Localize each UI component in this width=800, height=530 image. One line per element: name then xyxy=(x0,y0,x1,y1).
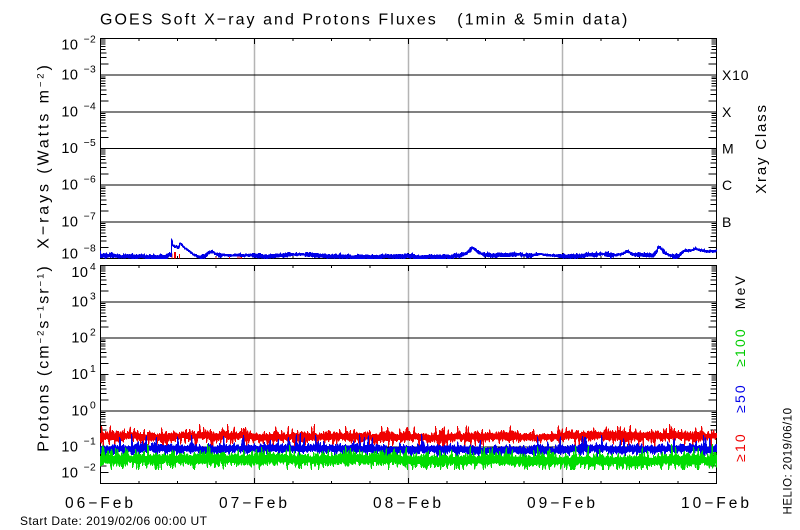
svg-text:10: 10 xyxy=(71,331,88,347)
svg-text:0: 0 xyxy=(90,400,96,411)
svg-text:X−rays (Watts m−2): X−rays (Watts m−2) xyxy=(36,62,53,248)
svg-text:10: 10 xyxy=(61,214,78,230)
svg-text:10: 10 xyxy=(61,440,78,456)
svg-text:Start Date: 2019/02/06 00:00 U: Start Date: 2019/02/06 00:00 UT xyxy=(20,514,208,528)
svg-text:−4: −4 xyxy=(84,101,96,112)
svg-text:10: 10 xyxy=(61,38,78,54)
svg-text:X10: X10 xyxy=(722,67,749,83)
svg-text:10: 10 xyxy=(61,247,78,263)
svg-text:10: 10 xyxy=(71,294,88,310)
svg-text:≥10: ≥10 xyxy=(732,432,748,462)
svg-text:10: 10 xyxy=(71,367,88,383)
svg-text:1: 1 xyxy=(90,364,96,375)
svg-text:≥100: ≥100 xyxy=(732,327,748,367)
svg-text:10: 10 xyxy=(61,68,78,84)
svg-text:07−Feb: 07−Feb xyxy=(219,495,290,512)
svg-text:−3: −3 xyxy=(84,65,96,76)
svg-text:4: 4 xyxy=(90,262,96,273)
svg-text:10: 10 xyxy=(61,141,78,157)
svg-text:HELIO: 2019/06/10: HELIO: 2019/06/10 xyxy=(783,408,795,515)
svg-text:10: 10 xyxy=(61,466,78,482)
svg-text:3: 3 xyxy=(90,291,96,302)
svg-text:−5: −5 xyxy=(84,138,96,149)
svg-text:10: 10 xyxy=(71,265,88,281)
svg-text:10: 10 xyxy=(61,178,78,194)
svg-text:−1: −1 xyxy=(84,437,96,448)
svg-text:2: 2 xyxy=(90,328,96,339)
svg-text:10: 10 xyxy=(61,104,78,120)
svg-text:−7: −7 xyxy=(84,211,96,222)
svg-text:Protons (cm−2s−1sr−1): Protons (cm−2s−1sr−1) xyxy=(36,264,53,451)
svg-text:≥50: ≥50 xyxy=(732,383,748,413)
svg-text:09−Feb: 09−Feb xyxy=(527,495,598,512)
svg-text:06−Feb: 06−Feb xyxy=(65,495,136,512)
svg-text:−2: −2 xyxy=(84,463,96,474)
svg-text:GOES Soft X−ray and Protons Fl: GOES Soft X−ray and Protons Fluxes (1min… xyxy=(100,12,629,29)
svg-text:MeV: MeV xyxy=(732,274,748,309)
svg-text:10: 10 xyxy=(71,403,88,419)
svg-text:−8: −8 xyxy=(84,244,96,255)
svg-text:M: M xyxy=(722,141,734,157)
svg-text:−2: −2 xyxy=(84,35,96,46)
svg-text:−6: −6 xyxy=(84,175,96,186)
svg-text:08−Feb: 08−Feb xyxy=(373,495,444,512)
svg-text:B: B xyxy=(722,214,732,230)
svg-text:Xray Class: Xray Class xyxy=(753,103,770,194)
svg-text:10−Feb: 10−Feb xyxy=(681,495,752,512)
svg-text:X: X xyxy=(722,104,732,120)
svg-text:C: C xyxy=(722,177,733,193)
